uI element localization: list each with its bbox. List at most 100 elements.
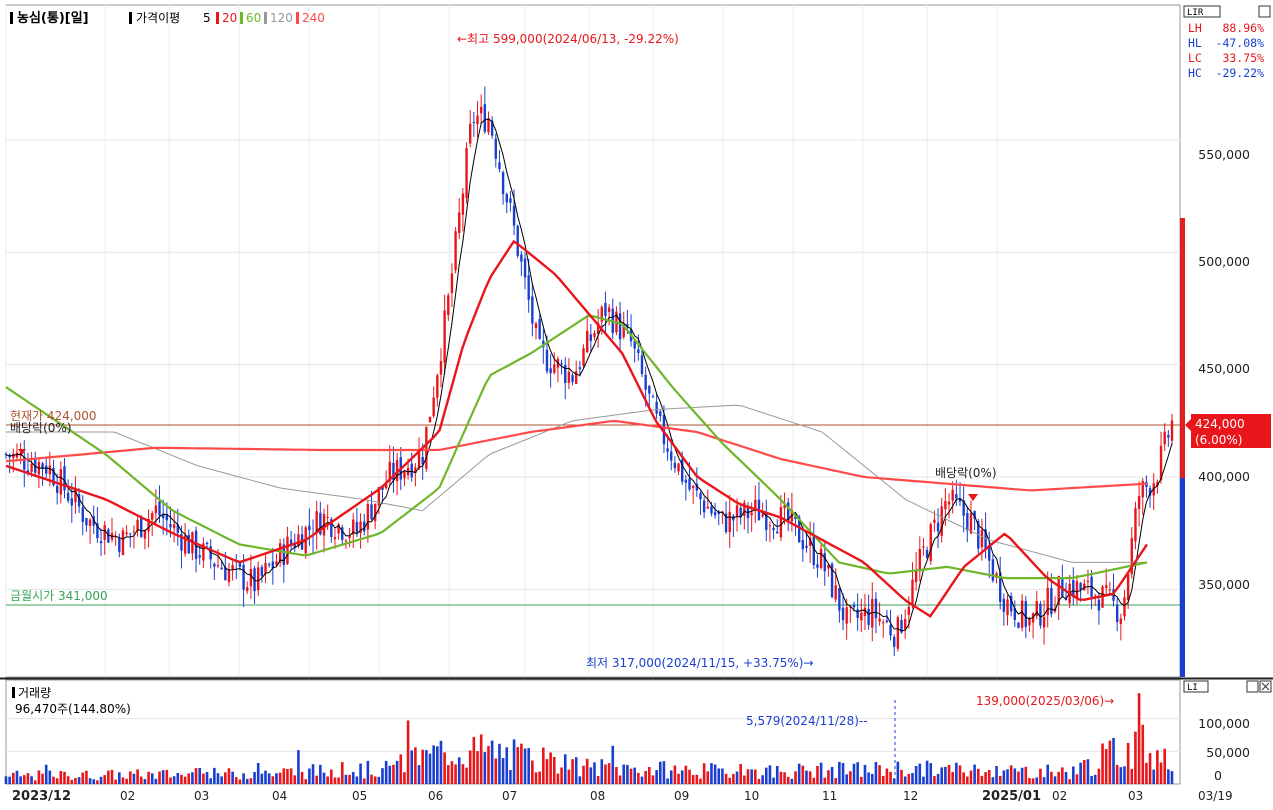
volume-bar: [768, 765, 772, 784]
volume-bar: [30, 776, 33, 784]
volume-bar: [907, 773, 911, 784]
ma-60-label[interactable]: 60: [246, 11, 261, 25]
volume-bar: [410, 750, 414, 784]
volume-bar: [706, 771, 710, 784]
volume-bar: [205, 772, 209, 784]
volume-bar: [1115, 764, 1119, 784]
candle-body: [819, 548, 823, 569]
candle-body: [472, 121, 476, 123]
ma-20-label[interactable]: 20: [222, 11, 237, 25]
ma-120-label[interactable]: 120: [270, 11, 293, 25]
candle-body: [893, 636, 896, 647]
volume-bar: [139, 776, 143, 784]
volume-bar: [48, 770, 52, 784]
ma-240-label[interactable]: 240: [302, 11, 325, 25]
volume-bars: [4, 693, 1174, 784]
candle-body: [107, 529, 110, 543]
candle-body: [882, 622, 885, 624]
candle-body: [63, 466, 66, 491]
volume-bar: [337, 777, 340, 784]
li-label: LI: [1187, 683, 1198, 693]
candle-body: [326, 516, 329, 518]
candle-body: [640, 355, 644, 375]
price-tag-pct: (6.00%): [1195, 433, 1242, 447]
volume-bar: [81, 772, 85, 784]
volume-bar: [757, 778, 761, 784]
ma-5-line: [5, 118, 1173, 632]
volume-bar: [44, 764, 48, 784]
candle-body: [395, 460, 399, 482]
lir-label: LIR: [1187, 8, 1204, 18]
volume-bar: [775, 766, 779, 784]
candle-body: [520, 254, 523, 262]
volume-bar: [85, 770, 88, 784]
candle-body: [1046, 587, 1049, 615]
candle-body: [330, 519, 333, 537]
candle-body: [728, 511, 731, 533]
price-range-bar-up: [1180, 218, 1185, 478]
candle-body: [1024, 601, 1027, 627]
restore-icon[interactable]: [1246, 680, 1259, 693]
volume-bar: [1053, 776, 1057, 784]
candle-body: [582, 348, 585, 366]
candle-body: [1035, 601, 1038, 617]
volume-bar: [169, 777, 172, 784]
candle-body: [85, 517, 88, 526]
volume-bar: [121, 777, 125, 784]
candle-body: [143, 530, 147, 539]
stat-lc-label: LC: [1188, 51, 1202, 65]
volume-bar: [395, 760, 399, 784]
candle-body: [856, 609, 859, 618]
volume-bar: [245, 778, 249, 784]
candle-body: [26, 470, 30, 473]
volume-bar: [194, 768, 198, 784]
volume-bar: [750, 769, 753, 784]
volume-bar: [611, 745, 615, 784]
candle-body: [604, 303, 607, 316]
candle-body: [443, 310, 446, 363]
candle-body: [121, 530, 125, 556]
candle-body: [129, 533, 132, 535]
volume-bar: [691, 775, 695, 784]
volume-bar: [465, 767, 468, 784]
candle-body: [940, 506, 943, 536]
candle-body: [845, 607, 848, 624]
candle-body: [337, 524, 340, 534]
candle-body: [688, 478, 691, 490]
candle-body: [944, 500, 947, 510]
volume-bar: [735, 771, 739, 784]
volume-bar: [443, 752, 446, 784]
candle-body: [1130, 538, 1133, 575]
candle-body: [929, 524, 932, 562]
volume-bar: [147, 771, 150, 784]
volume-bar: [161, 770, 165, 784]
volume-bar: [969, 770, 973, 784]
candle-body: [59, 469, 63, 495]
candle-body: [812, 535, 815, 566]
candle-body: [99, 541, 103, 544]
maximize-icon[interactable]: [1258, 5, 1271, 18]
candle-body: [808, 538, 812, 546]
candle-body: [319, 512, 322, 535]
lir-toggle[interactable]: [1183, 5, 1221, 18]
candle-body: [958, 498, 962, 502]
ma-5-label[interactable]: 5: [203, 11, 211, 25]
candle-body: [447, 295, 450, 315]
volume-bar: [878, 765, 881, 784]
candle-body: [549, 368, 552, 374]
volume-title: 거래량: [18, 686, 51, 700]
candle-body: [648, 385, 651, 394]
volume-bar: [172, 776, 176, 784]
candle-body: [498, 162, 501, 170]
volume-bar: [421, 749, 424, 784]
x-label-2025-01: 2025/01: [982, 789, 1041, 804]
candle-body: [673, 462, 677, 469]
volume-bar: [779, 771, 783, 784]
candle-body: [161, 513, 165, 519]
panel-controls[interactable]: LIR LI: [1183, 5, 1272, 693]
candle-body: [410, 463, 413, 478]
candle-body: [355, 521, 359, 533]
ma-20-line: [5, 239, 1148, 618]
volume-bar: [88, 778, 92, 784]
li-toggle[interactable]: [1183, 680, 1209, 693]
